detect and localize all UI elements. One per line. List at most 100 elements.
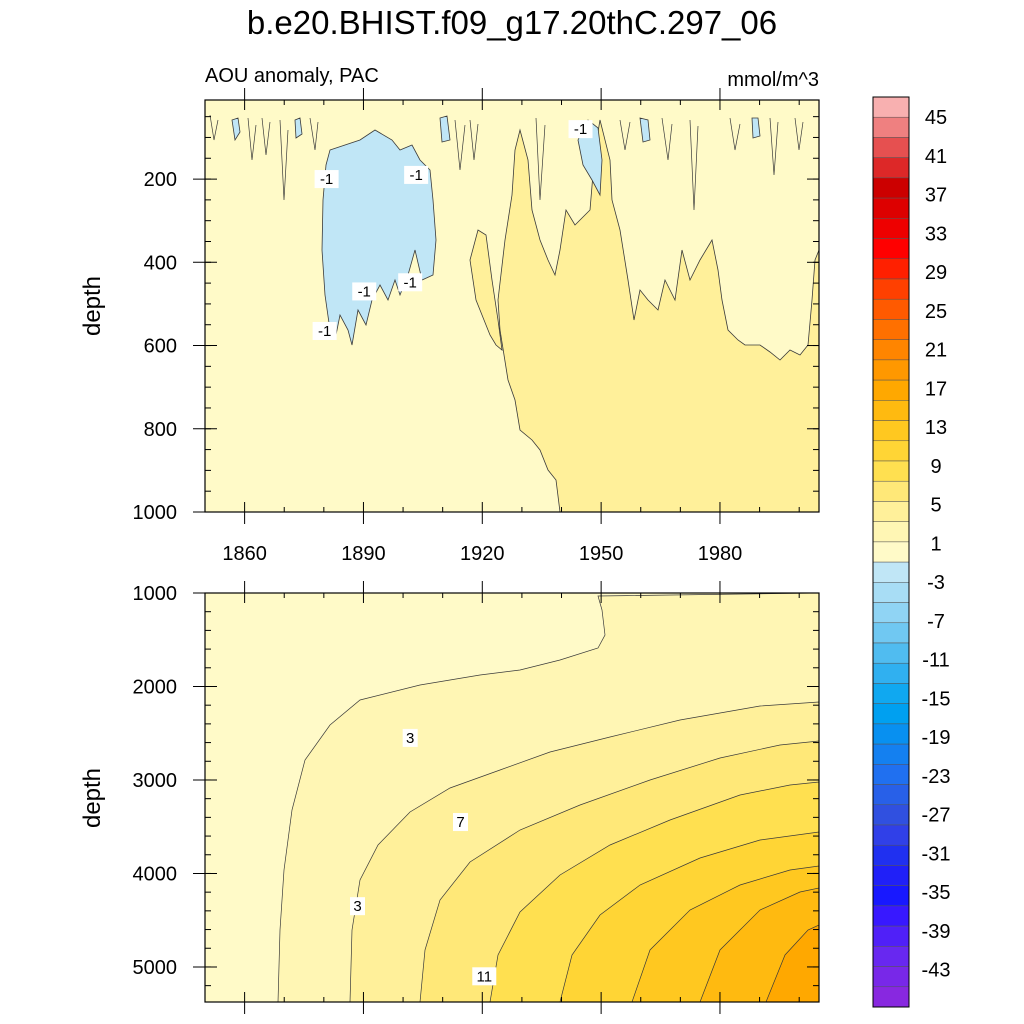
contour-label-text: 3 (353, 898, 361, 915)
contour-label: 3 (350, 897, 366, 916)
contour-label-bg (352, 282, 377, 301)
colorbar-label: -39 (922, 921, 951, 943)
x-tick-label: 1890 (341, 543, 386, 565)
lower-contour-labels: 3 7 3 11 (350, 728, 497, 986)
colorbar-swatch (872, 157, 910, 179)
colorbar-label: 45 (925, 107, 947, 129)
contour-label-text: 11 (476, 968, 492, 985)
upper-panel: AOU anomaly, PAC mmol/m^3 1860 1890 1920 19… (79, 65, 820, 565)
x-tick-label: 1980 (698, 543, 743, 565)
colorbar-swatch (872, 784, 910, 806)
colorbar-label: -23 (922, 766, 951, 788)
contour-label-text: 3 (406, 730, 414, 747)
colorbar-label: 33 (925, 223, 947, 245)
contour-label-bg (398, 273, 423, 292)
colorbar-swatch (872, 764, 910, 785)
colorbar-label: 25 (925, 301, 947, 323)
contour-label-bg (404, 165, 429, 184)
lower-plot-frame (204, 592, 820, 1003)
contour-label-bg (472, 967, 497, 986)
y-tick-label: 1000 (133, 502, 178, 524)
colorbar-label: 1 (930, 533, 941, 555)
contour-label-text: -1 (320, 171, 333, 188)
colorbar-label: 17 (925, 378, 947, 400)
colorbar-swatch (872, 359, 910, 381)
lower-band-level-15 (765, 924, 819, 1002)
colorbar-label: 37 (925, 185, 947, 207)
lower-plot-area (205, 593, 819, 1002)
colorbar-label: 5 (930, 495, 941, 517)
contour-label-text: -1 (409, 167, 422, 184)
upper-positive-region-2 (469, 229, 503, 351)
colorbar-swatch (872, 278, 910, 300)
colorbar-label: -11 (922, 650, 949, 672)
contour-label: -1 (312, 321, 337, 340)
colorbar-swatch (872, 460, 910, 482)
upper-panel-units: mmol/m^3 (727, 69, 819, 91)
colorbar-swatch (872, 865, 910, 886)
colorbar-swatch (872, 905, 910, 927)
colorbar-label: -3 (927, 572, 945, 594)
colorbar-swatch (872, 683, 910, 704)
contour-label-text: -1 (574, 121, 587, 138)
y-tick-label: 2000 (133, 676, 178, 698)
colorbar-swatch (872, 946, 910, 967)
colorbar-label: 9 (930, 456, 941, 478)
upper-positive-region (497, 119, 819, 512)
colorbar-swatch (872, 197, 910, 219)
upper-axes: 1860 1890 1920 1950 1980 200 400 600 800 1000 (133, 88, 819, 565)
colorbar-swatch (872, 298, 910, 320)
colorbar-swatch (872, 379, 910, 401)
y-tick-label: 5000 (133, 957, 178, 979)
colorbar-swatch (872, 96, 910, 118)
x-tick-label: 1860 (222, 543, 267, 565)
colorbar-swatch (872, 137, 910, 158)
colorbar-label: 21 (925, 340, 947, 362)
contour-label-bg (453, 813, 469, 832)
colorbar-swatch (872, 642, 910, 664)
contour-label: -1 (568, 120, 593, 139)
colorbar-label: -19 (922, 727, 951, 749)
colorbar-label: -35 (922, 882, 951, 904)
colorbar-swatch (872, 480, 910, 502)
upper-plot-frame (204, 99, 820, 513)
colorbar-swatch (872, 885, 910, 907)
colorbar-swatch (872, 420, 910, 442)
contour-label-bg (402, 728, 418, 747)
colorbar-label: -31 (922, 843, 951, 865)
contour-label: -1 (352, 282, 377, 301)
colorbar-swatch (872, 541, 910, 563)
y-tick-label: 400 (144, 252, 177, 274)
contour-label: 7 (453, 813, 469, 832)
colorbar-swatch (872, 703, 910, 725)
y-tick-label: 600 (144, 336, 177, 358)
colorbar-swatch (872, 258, 910, 280)
colorbar-swatch (872, 844, 910, 866)
colorbar-swatch (872, 723, 910, 745)
colorbar-swatch (872, 602, 910, 624)
y-tick-label: 200 (144, 169, 177, 191)
colorbar-swatch (872, 824, 910, 846)
colorbar-swatch (872, 218, 910, 239)
x-tick-label: 1950 (579, 543, 624, 565)
colorbar-swatch (872, 622, 910, 644)
colorbar-label: -15 (922, 688, 951, 710)
colorbar-swatch (872, 116, 910, 138)
colorbar-label: -43 (922, 960, 951, 982)
contour-label-text: 7 (456, 814, 464, 831)
figure-title: b.e20.BHIST.f09_g17.20thC.297_06 (247, 4, 777, 41)
lower-axes: 1000 2000 3000 4000 5000 (133, 581, 819, 1014)
contour-label-bg (350, 897, 366, 916)
contour-label: -1 (404, 165, 429, 184)
colorbar-swatch (872, 743, 910, 765)
y-tick-label: 4000 (133, 863, 178, 885)
contour-label: 3 (402, 728, 418, 747)
colorbar: 45 41 37 33 29 25 21 17 13 9 5 1 -3 -7 -11 -15 -19 -23 -27… (872, 96, 951, 1008)
contour-label-bg (312, 321, 337, 340)
contour-label: -1 (398, 273, 423, 292)
colorbar-swatch (872, 966, 910, 988)
colorbar-swatch (872, 986, 910, 1008)
contour-label: 11 (472, 967, 497, 986)
colorbar-swatch (872, 521, 910, 543)
colorbar-label: -7 (927, 611, 945, 633)
